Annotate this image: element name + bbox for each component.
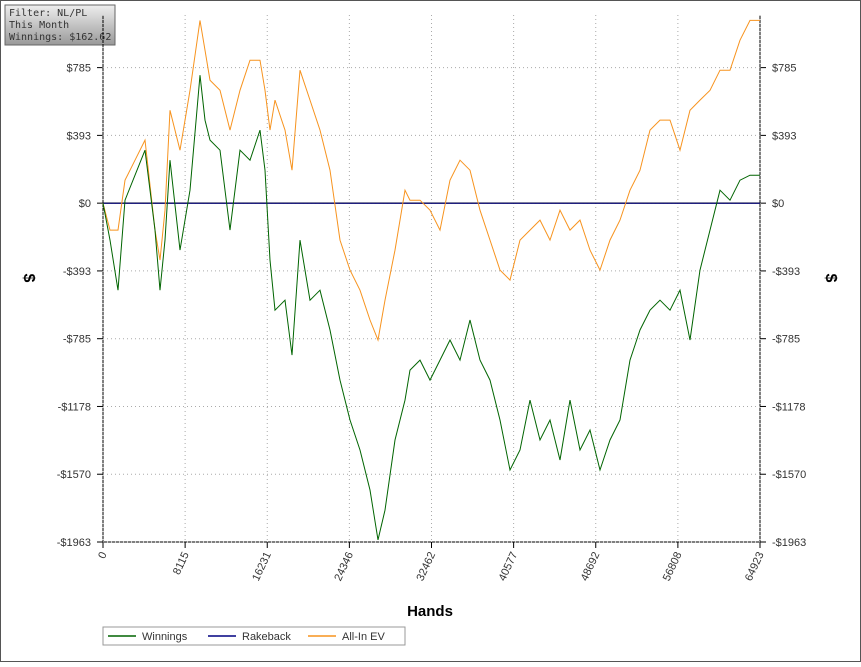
y-axis-title: $ [20,274,37,283]
legend-label: Winnings [142,631,188,643]
y-tick-label: $0 [79,198,91,210]
legend-label: Rakeback [242,631,291,643]
y-tick-label: -$1178 [58,401,91,413]
y2-tick-label: -$1178 [772,401,805,413]
annotation: This Month [9,20,69,31]
legend [102,626,406,646]
y-tick-label: $393 [67,130,91,142]
y2-tick-label: -$1963 [772,537,806,549]
annotation: Winnings: $162.62 [9,32,111,43]
y2-tick-label: -$393 [772,266,800,278]
y2-tick-label: -$785 [772,334,800,346]
y-tick-label: -$1963 [57,537,91,549]
x-axis-title: Hands [407,603,453,620]
info-box [4,4,116,46]
x-tick-label: 0 [96,550,109,561]
y2-tick-label: -$1570 [772,469,806,481]
y2-tick-label: $393 [772,130,796,142]
y2-tick-label: $785 [772,63,796,75]
series-line [102,75,760,541]
y-tick-label: -$785 [63,334,91,346]
series-line [102,19,760,342]
y-tick-label: -$1570 [57,469,91,481]
y2-tick-label: $0 [772,198,784,210]
y-tick-label: -$393 [63,266,91,278]
annotation: Filter: NL/PL [9,8,87,19]
y2-axis-title: $ [822,274,839,283]
y-tick-label: $785 [67,63,91,75]
legend-label: All-In EV [342,631,385,643]
